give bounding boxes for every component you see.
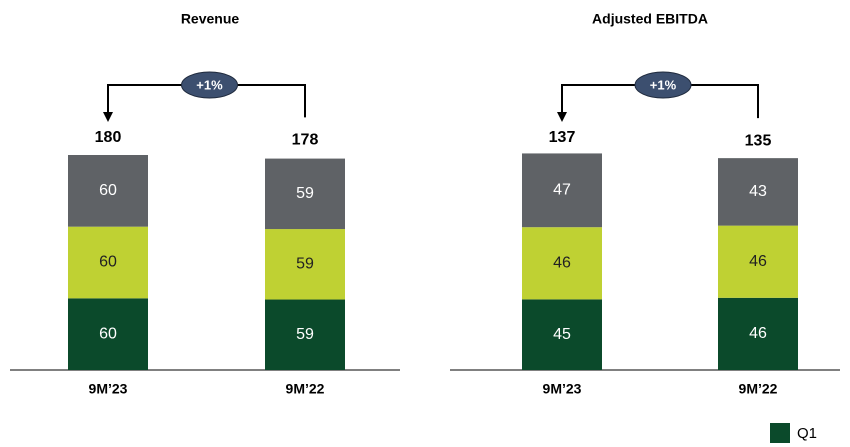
growth-badge [634, 71, 692, 99]
total-label: 180 [95, 129, 122, 146]
bar-segment [68, 298, 148, 370]
value-label: 60 [99, 182, 117, 199]
total-label: 135 [745, 132, 772, 149]
bar-segment [68, 155, 148, 227]
value-label: 47 [553, 182, 571, 199]
bar-segment [718, 158, 798, 226]
x-tick-label: 9M’22 [739, 381, 778, 397]
value-label: 46 [749, 253, 767, 270]
value-label: 46 [749, 325, 767, 342]
bar-segment [522, 227, 602, 300]
legend-swatch [770, 423, 790, 443]
total-label: 178 [292, 132, 319, 149]
x-tick-label: 9M’22 [286, 381, 325, 397]
bar-segment [68, 226, 148, 299]
chart-title: Adjusted EBITDA [592, 11, 708, 27]
bar-segment [265, 229, 345, 300]
value-label: 46 [553, 255, 571, 272]
bar-segment [718, 297, 798, 370]
value-label: 60 [99, 254, 117, 271]
bar-segment [522, 299, 602, 370]
x-tick-label: 9M’23 [543, 381, 582, 397]
value-label: 43 [749, 183, 767, 200]
bar-segment [718, 225, 798, 298]
growth-label: +1% [196, 77, 223, 92]
bar-segment [265, 158, 345, 230]
total-label: 137 [549, 129, 576, 146]
value-label: 45 [553, 326, 571, 343]
chart-title: Revenue [181, 11, 240, 27]
bar-segment [265, 299, 345, 370]
value-label: 59 [296, 256, 314, 273]
growth-label: +1% [650, 77, 677, 92]
x-tick-label: 9M’23 [89, 381, 128, 397]
value-label: 59 [296, 185, 314, 202]
growth-badge [181, 71, 238, 99]
legend-label: Q1 [797, 425, 817, 442]
bar-segment [522, 153, 602, 228]
value-label: 59 [296, 326, 314, 343]
value-label: 60 [99, 325, 117, 342]
